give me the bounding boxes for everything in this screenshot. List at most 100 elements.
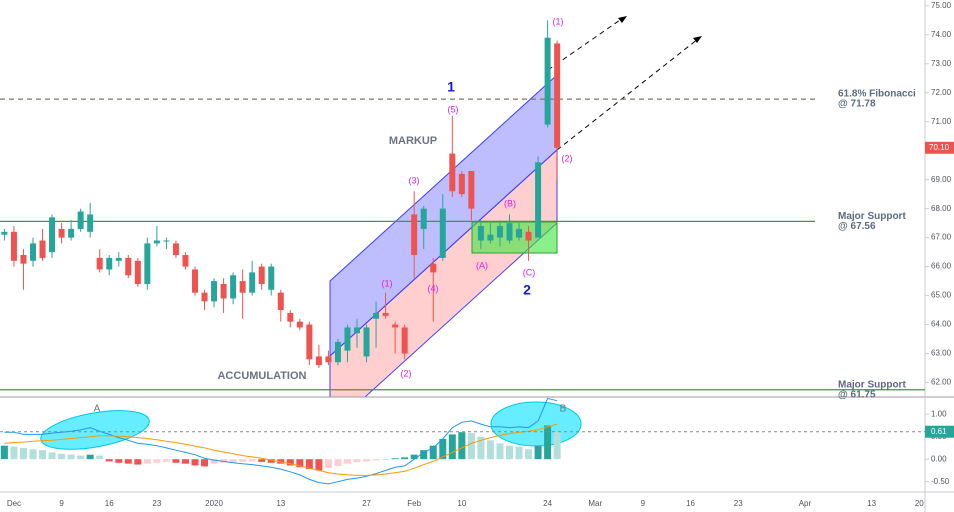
y-tick-label: 69.00 [931,175,952,184]
histogram-bar [48,452,56,460]
consolidation-box [471,221,558,254]
x-tick-label: 27 [362,499,371,508]
candle-body [296,321,303,328]
annotation: (B) [504,198,516,208]
candle-body [449,153,456,192]
candle-body [477,226,484,241]
histogram-bar [10,446,18,460]
arrow-head [693,36,702,43]
annotation: B [560,404,567,415]
histogram-bar [544,425,552,460]
candle-body [144,243,151,284]
histogram-bar [286,459,294,466]
histogram-bar [134,459,142,465]
x-tick-label: 10 [457,499,466,508]
histogram-bar [486,440,494,460]
histogram-bar [181,459,189,464]
candle-body [211,281,218,302]
histogram-bar [439,438,447,460]
annotation: (C) [523,267,536,277]
histogram-bar [343,459,351,464]
histogram-bar [515,447,523,460]
candle-body [373,312,380,319]
candle-body [544,37,551,125]
candle-body [87,214,94,232]
x-tick-label: 23 [734,499,743,508]
candle-body [344,327,351,351]
annotation: (2) [562,153,573,163]
histogram-bar [191,459,199,466]
x-tick-label: 2020 [205,499,223,508]
candle-body [458,173,465,195]
annotation: (3) [409,175,420,185]
level-label: Major Support [838,379,906,390]
candle-body [401,327,408,354]
histogram-bar [296,459,304,468]
annotation: A [94,404,101,415]
histogram-bar [258,459,266,462]
histogram-bar [201,459,209,467]
histogram-bar [553,431,561,460]
y-tick-label: 71.00 [931,117,952,126]
candle-body [354,327,361,334]
x-tick-label: 9 [641,499,646,508]
candle-body [39,240,46,258]
candle-body [134,260,141,284]
histogram-bar [429,445,437,460]
y-tick-label: 66.00 [931,262,952,271]
histogram-bar [105,459,113,462]
candle-body [182,255,189,267]
annotation: (5) [448,104,459,114]
histogram-bar [172,459,180,463]
candle-body [306,324,313,360]
last-value-label: 0.61 [931,427,947,436]
candle-body [125,257,132,276]
y-tick-label: 67.00 [931,233,952,242]
histogram-bar [143,459,151,464]
candle-body [172,243,179,256]
candle-body [230,275,237,299]
candle-body [1,231,8,235]
arrow-head [618,16,627,23]
histogram-bar [96,455,104,460]
y-tick-label: 72.00 [931,88,952,97]
x-tick-label: Dec [7,499,21,508]
candle-body [77,211,84,229]
candle-body [554,43,561,148]
histogram-bar [210,459,218,464]
annotation: ACCUMULATION [217,370,306,382]
histogram-bar [229,459,237,463]
projection-arrow [556,38,699,151]
candle-body [10,231,17,261]
candle-body [315,356,322,366]
histogram-bar [382,459,390,461]
histogram-bar [534,445,542,460]
candle-body [220,283,227,299]
annotation: (1) [382,278,393,288]
candle-body [487,234,494,241]
annotation: (A) [476,260,488,270]
annotation: (2) [401,368,412,378]
histogram-bar [77,455,85,460]
candle-body [258,266,265,284]
candle-body [239,281,246,293]
histogram-bar [19,447,27,460]
candle-body [363,327,370,357]
x-tick-label: Mar [588,499,602,508]
candle-body [163,240,170,242]
histogram-bar [420,450,428,460]
candle-body [506,223,513,241]
candle-body [468,170,475,209]
x-tick-label: 23 [152,499,161,508]
histogram-bar [448,434,456,460]
candle-body [29,243,36,261]
last-value-tag [925,425,954,438]
candle-body [392,324,399,328]
histogram-bar [467,433,475,460]
y-tick-label: 1.00 [931,409,947,418]
candle-body [249,272,256,293]
y-tick-label: 75.00 [931,1,952,10]
candle-body [287,312,294,322]
level-label: Major Support [838,211,906,222]
